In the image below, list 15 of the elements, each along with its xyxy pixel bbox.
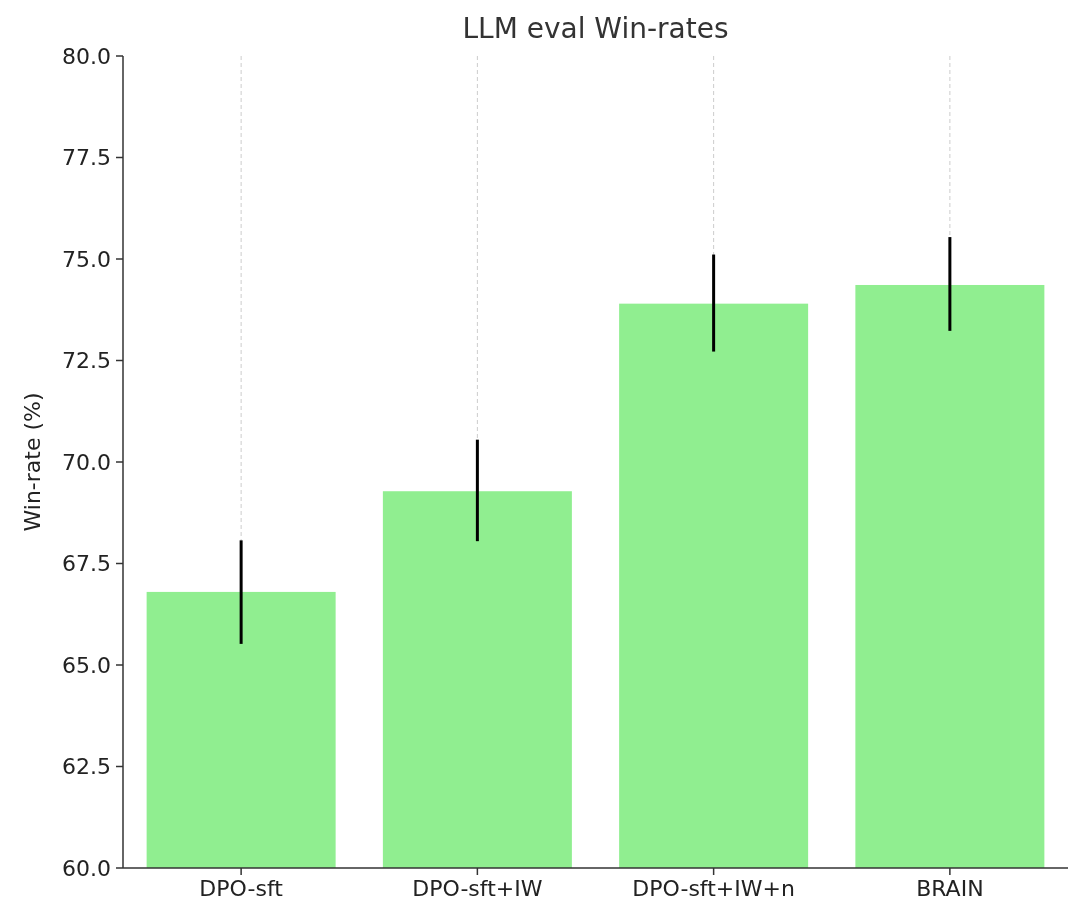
x-tick-label: BRAIN <box>916 876 984 901</box>
y-tick-label: 62.5 <box>62 754 111 780</box>
y-tick-label: 72.5 <box>62 348 111 374</box>
chart-title: LLM eval Win-rates <box>462 12 729 45</box>
x-tick-label: DPO-sft+IW+n <box>632 876 795 901</box>
y-tick-label: 75.0 <box>62 246 111 272</box>
y-axis-title: Win-rate (%) <box>20 392 45 532</box>
y-tick-label: 60.0 <box>62 855 111 881</box>
x-tick-label: DPO-sft <box>199 876 284 901</box>
y-tick-label: 65.0 <box>62 652 111 678</box>
y-tick-label: 67.5 <box>62 551 111 577</box>
y-tick-label: 80.0 <box>62 43 111 69</box>
x-tick-label: DPO-sft+IW <box>412 876 543 901</box>
y-tick-label: 70.0 <box>62 449 111 475</box>
y-tick-label: 77.5 <box>62 145 111 171</box>
